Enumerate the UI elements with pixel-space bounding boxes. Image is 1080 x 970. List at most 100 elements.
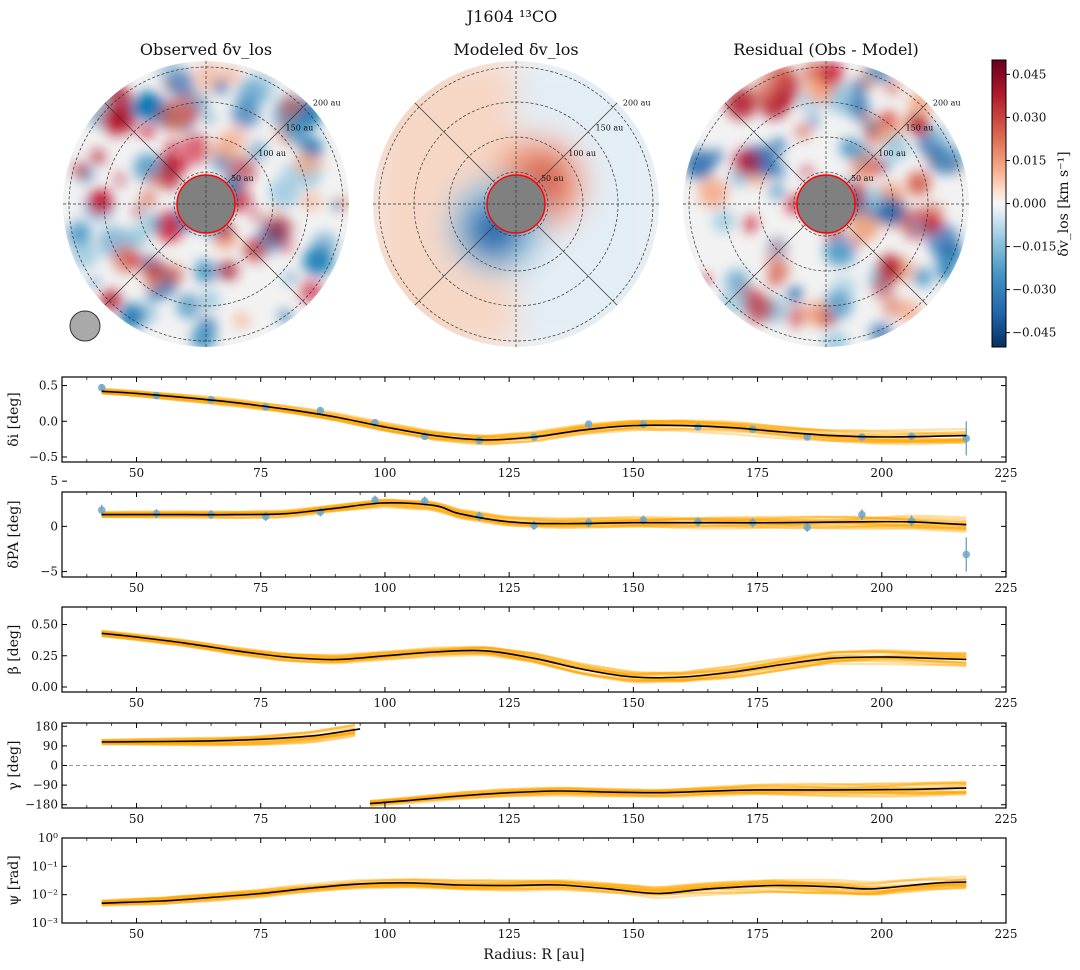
polar-grid	[63, 61, 349, 347]
velocity-blob	[269, 176, 300, 208]
sample-line	[101, 629, 967, 682]
velocity-blob	[880, 160, 891, 172]
sample-line	[101, 878, 967, 906]
sample-line	[101, 727, 356, 747]
velocity-blob	[885, 115, 909, 139]
data-point	[97, 506, 106, 514]
velocity-blob	[251, 209, 264, 223]
data-point	[803, 433, 812, 441]
velocity-blob	[823, 290, 853, 320]
x-tick-label: 225	[995, 581, 1018, 595]
data-point	[639, 420, 648, 428]
colorbar-gradient	[991, 59, 1007, 348]
velocity-blob	[850, 152, 880, 182]
y-tick-label: −5	[40, 565, 58, 579]
data-point	[420, 497, 429, 505]
x-tick-label: 150	[622, 466, 645, 480]
velocity-blob	[204, 112, 216, 124]
velocity-blob	[824, 234, 856, 267]
sample-line	[101, 878, 967, 908]
x-tick-label: 150	[622, 696, 645, 710]
plot-area	[97, 383, 971, 456]
velocity-blob	[725, 87, 757, 120]
velocity-blob	[829, 91, 852, 114]
y-tick-label: −90	[33, 778, 58, 792]
y-tick-label: 0.50	[31, 618, 58, 632]
sample-line	[101, 501, 967, 533]
y-tick-label: 10⁻¹	[32, 859, 58, 873]
x-axis-label: Radius: R [au]	[483, 947, 584, 963]
x-tick-label: 225	[995, 466, 1018, 480]
data-points	[97, 383, 971, 456]
posterior-samples	[101, 875, 967, 908]
residual-pattern	[67, 61, 349, 347]
sample-line	[101, 880, 967, 905]
sample-line	[101, 881, 967, 905]
sample-line	[101, 631, 967, 677]
x-tick-label: 50	[129, 927, 144, 941]
velocity-blob	[849, 78, 869, 98]
velocity-blob	[890, 260, 901, 272]
x-tick-label: 225	[995, 812, 1018, 826]
velocity-blob	[70, 241, 98, 269]
inner-mask	[796, 174, 856, 234]
velocity-blob	[157, 166, 181, 190]
plot-area	[62, 723, 1006, 808]
ring-label: 200 au	[933, 98, 961, 107]
velocity-blob	[709, 148, 724, 164]
velocity-blob	[124, 226, 148, 249]
velocity-blob	[698, 177, 729, 208]
velocity-blob	[851, 97, 865, 111]
velocity-blob	[67, 222, 92, 247]
x-tick-label: 50	[129, 466, 144, 480]
y-axis-label: β [deg]	[6, 625, 22, 675]
velocity-blob	[174, 158, 189, 173]
data-point	[694, 518, 702, 526]
velocity-blob	[839, 137, 860, 158]
ring-label: 100 au	[568, 149, 596, 158]
velocity-blob	[937, 263, 954, 280]
velocity-blob	[859, 111, 870, 122]
x-tick-label: 175	[746, 812, 769, 826]
x-tick-label: 75	[253, 812, 268, 826]
sample-line	[101, 881, 967, 905]
velocity-blob	[769, 184, 785, 200]
velocity-blob	[794, 123, 812, 140]
y-tick-label: 10⁻³	[32, 916, 59, 930]
velocity-blob	[803, 300, 829, 326]
psi-panel: 50 75 100 125 150 175 200 225 10⁰ 10⁻¹ 10⁻² 10⁻³ ψ […	[6, 831, 1017, 963]
x-tick-label: 200	[870, 466, 893, 480]
x-tick-label: 200	[870, 812, 893, 826]
velocity-blob	[193, 259, 218, 284]
sample-line	[101, 631, 967, 683]
ring-label: 150 au	[906, 124, 934, 133]
colorbar: 0.045 0.030 0.015 0.000 −0.015 −0.030 −0.045 δ…	[991, 59, 1072, 348]
sample-line	[101, 635, 967, 684]
velocity-blob	[183, 89, 209, 115]
sample-line	[101, 732, 356, 742]
colorbar-tick-label: 0.000	[1012, 197, 1046, 211]
y-axis-label: γ [deg]	[6, 741, 22, 791]
y-axis-label: δPA [deg]	[6, 500, 22, 568]
sample-line	[101, 630, 967, 681]
x-tick-label: 125	[498, 581, 521, 595]
x-tick-label: 75	[253, 581, 268, 595]
sample-line	[101, 630, 967, 682]
sample-line	[101, 503, 967, 530]
velocity-blob	[744, 293, 775, 324]
velocity-blob	[100, 289, 122, 311]
x-tick-label: 125	[498, 696, 521, 710]
y-tick-label: −0.5	[29, 450, 58, 464]
y-tick-label: 180	[35, 719, 58, 733]
velocity-blob	[112, 244, 141, 274]
ring-label: 50 au	[851, 174, 874, 183]
velocity-blob	[237, 187, 249, 199]
model-line	[101, 390, 967, 441]
sample-line	[101, 629, 967, 676]
sample-line	[101, 878, 967, 903]
velocity-blob	[159, 100, 192, 133]
velocity-blob	[132, 206, 144, 218]
velocity-blob	[800, 166, 814, 179]
velocity-blob	[153, 219, 164, 230]
